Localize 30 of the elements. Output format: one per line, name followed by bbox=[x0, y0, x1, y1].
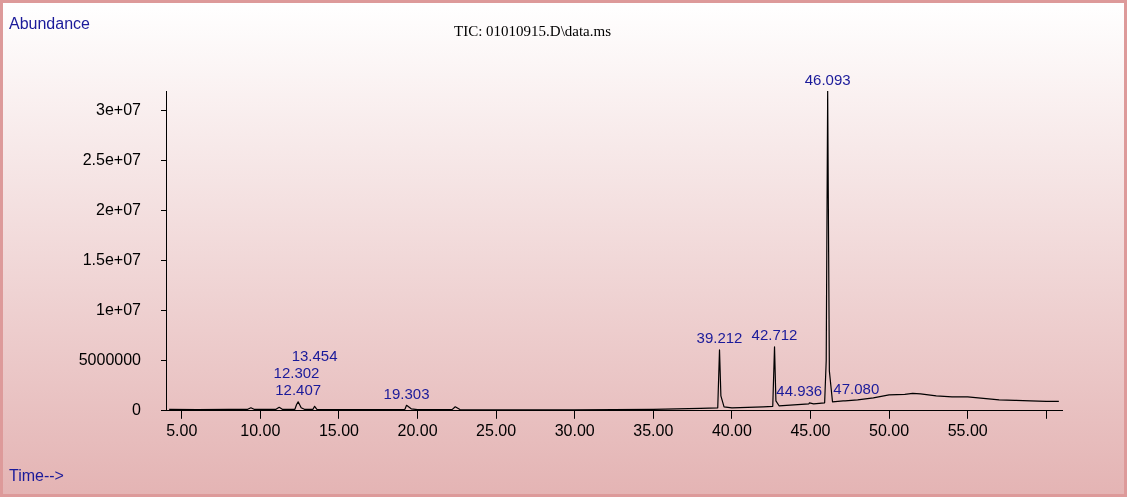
annotation: 19.303 bbox=[383, 384, 430, 402]
x-tick-label: 50.00 bbox=[869, 421, 910, 439]
y-tick-label: 1e+07 bbox=[96, 301, 142, 319]
x-axis-title: Time--> bbox=[9, 467, 64, 485]
annotation: 12.407 bbox=[275, 381, 322, 399]
y-tick-label: 5000000 bbox=[78, 351, 142, 369]
x-tick-label: 55.00 bbox=[947, 421, 988, 439]
annotation: 47.080 bbox=[833, 380, 880, 398]
x-tick-label: 15.00 bbox=[318, 421, 360, 439]
annotation: 42.712 bbox=[751, 326, 798, 344]
x-tick-label: 40.00 bbox=[711, 421, 753, 439]
y-axis-title: Abundance bbox=[9, 15, 90, 33]
x-tick-label: 35.00 bbox=[633, 421, 674, 439]
x-tick-label: 45.00 bbox=[790, 421, 831, 439]
annotation: 46.093 bbox=[804, 70, 851, 88]
annotation: 13.454 bbox=[291, 347, 338, 365]
x-tick-label: 20.00 bbox=[397, 421, 438, 439]
y-tick-label: 3e+07 bbox=[96, 101, 142, 119]
annotation: 44.936 bbox=[776, 382, 823, 400]
y-tick-label: 2.5e+07 bbox=[82, 151, 142, 169]
annotation: 39.212 bbox=[696, 329, 743, 347]
annotation: 12.302 bbox=[273, 364, 320, 382]
x-tick-label: 25.00 bbox=[476, 421, 517, 439]
y-tick-label: 2e+07 bbox=[96, 201, 142, 219]
chart-title: TIC: 01010915.D\data.ms bbox=[453, 22, 612, 39]
y-tick-label: 0 bbox=[132, 401, 142, 419]
x-tick-label: 5.00 bbox=[166, 421, 198, 439]
x-tick-label: 10.00 bbox=[240, 421, 281, 439]
x-tick-label: 30.00 bbox=[554, 421, 595, 439]
y-tick-label: 1.5e+07 bbox=[82, 251, 142, 269]
